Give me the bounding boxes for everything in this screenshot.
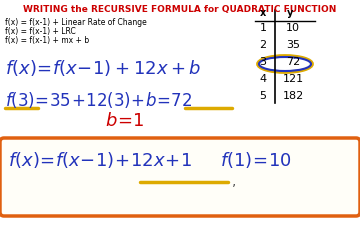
Text: 72: 72 — [286, 57, 300, 67]
Text: ,: , — [232, 174, 237, 188]
Text: $f(1)\!=\!10$: $f(1)\!=\!10$ — [220, 150, 292, 170]
Text: y: y — [287, 8, 293, 18]
Text: 10: 10 — [286, 23, 300, 33]
Text: WRITING the RECURSIVE FORMULA for QUADRATIC FUNCTION: WRITING the RECURSIVE FORMULA for QUADRA… — [23, 5, 337, 14]
Text: $f(x)\!=\!f(x\!-\!1)\!+\!12x\!+\!1$: $f(x)\!=\!f(x\!-\!1)\!+\!12x\!+\!1$ — [8, 150, 192, 170]
Text: $b\!=\!1$: $b\!=\!1$ — [105, 112, 144, 130]
Text: 3: 3 — [260, 57, 266, 67]
Text: f(x) = f(x-1) + LRC: f(x) = f(x-1) + LRC — [5, 27, 76, 36]
Text: 121: 121 — [283, 74, 303, 84]
Text: x: x — [260, 8, 266, 18]
Text: 4: 4 — [260, 74, 266, 84]
Text: 5: 5 — [260, 91, 266, 101]
Text: 1: 1 — [260, 23, 266, 33]
Text: f(x) = f(x-1) + Linear Rate of Change: f(x) = f(x-1) + Linear Rate of Change — [5, 18, 147, 27]
Text: 182: 182 — [282, 91, 303, 101]
Text: 2: 2 — [260, 40, 266, 50]
Text: $f(3)\!=\! 35\!+\!12(3)\!+\!b\!=\!72$: $f(3)\!=\! 35\!+\!12(3)\!+\!b\!=\!72$ — [5, 90, 193, 110]
Text: $f(x)\!=\!f(x\!-\!1) + 12x + b$: $f(x)\!=\!f(x\!-\!1) + 12x + b$ — [5, 58, 201, 78]
Text: 35: 35 — [286, 40, 300, 50]
Text: f(x) = f(x-1) + mx + b: f(x) = f(x-1) + mx + b — [5, 36, 89, 45]
FancyBboxPatch shape — [0, 138, 360, 216]
